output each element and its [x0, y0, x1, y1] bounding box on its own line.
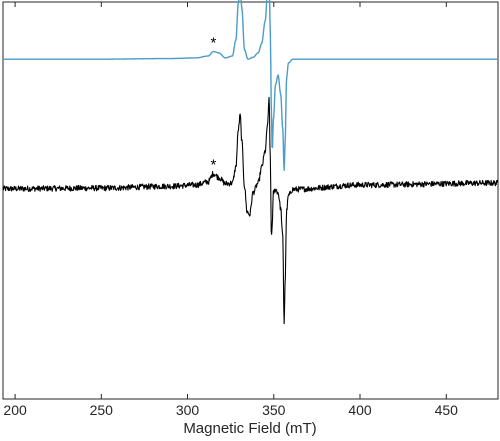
- x-tick-label: 400: [348, 402, 372, 418]
- experimental-asterisk-annotation: *: [210, 157, 216, 174]
- experimental-spectrum-line: [2, 96, 499, 325]
- annotation-layer: **: [210, 35, 216, 174]
- x-tick-label: 350: [262, 402, 286, 418]
- x-tick-label: 450: [435, 402, 459, 418]
- plot-frame: [2, 1, 499, 400]
- x-tick-label: 250: [90, 402, 114, 418]
- simulated-spectrum-line: [2, 0, 499, 172]
- x-tick-label: 200: [3, 402, 27, 418]
- x-tick-label: 300: [176, 402, 200, 418]
- series-layer: [2, 0, 499, 325]
- x-axis-label: Magnetic Field (mT): [183, 420, 316, 437]
- simulated-asterisk-annotation: *: [210, 35, 216, 52]
- x-axis-ticks: 200 250 300 350 400 450: [3, 2, 458, 418]
